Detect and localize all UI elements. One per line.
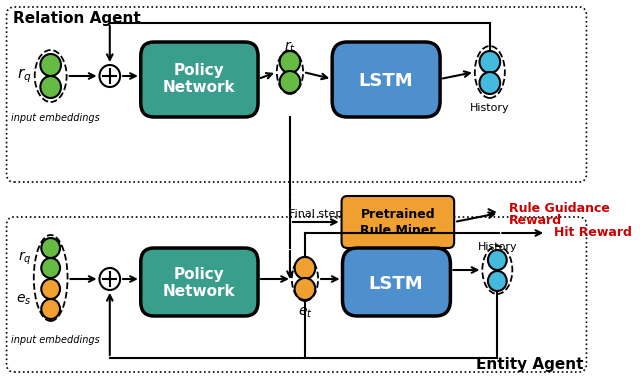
Circle shape — [42, 299, 60, 319]
FancyBboxPatch shape — [332, 42, 440, 117]
Circle shape — [42, 258, 60, 278]
Circle shape — [479, 72, 500, 94]
Text: Hit Reward: Hit Reward — [554, 226, 632, 240]
Circle shape — [294, 278, 316, 300]
Text: Pretrained: Pretrained — [360, 208, 435, 221]
Text: Rule Miner: Rule Miner — [360, 224, 436, 237]
Circle shape — [40, 54, 61, 76]
Text: $r_t$: $r_t$ — [284, 39, 296, 55]
Text: Network: Network — [163, 283, 236, 298]
Text: Relation Agent: Relation Agent — [13, 11, 141, 27]
Circle shape — [488, 271, 507, 291]
Circle shape — [488, 250, 507, 270]
Text: Final step: Final step — [289, 209, 342, 219]
FancyBboxPatch shape — [141, 248, 258, 316]
Text: $r_q$: $r_q$ — [17, 67, 32, 85]
Circle shape — [99, 65, 120, 87]
Text: $e_s$: $e_s$ — [17, 293, 32, 307]
Circle shape — [280, 71, 300, 93]
Text: input embeddings: input embeddings — [11, 335, 100, 345]
Text: LSTM: LSTM — [358, 72, 413, 90]
Text: $e_t$: $e_t$ — [298, 306, 312, 320]
Text: History: History — [477, 242, 517, 252]
Text: History: History — [470, 103, 509, 113]
Text: Network: Network — [163, 81, 236, 95]
Text: Reward: Reward — [509, 215, 562, 228]
Text: Policy: Policy — [173, 267, 224, 283]
Circle shape — [42, 238, 60, 258]
Text: $r_q$: $r_q$ — [19, 249, 32, 267]
Circle shape — [479, 51, 500, 73]
Text: Policy: Policy — [173, 63, 224, 79]
Text: input embeddings: input embeddings — [11, 113, 100, 123]
Text: LSTM: LSTM — [369, 275, 423, 293]
Circle shape — [294, 257, 316, 279]
Circle shape — [99, 268, 120, 290]
Text: Entity Agent: Entity Agent — [476, 357, 584, 371]
FancyBboxPatch shape — [141, 42, 258, 117]
FancyBboxPatch shape — [342, 248, 451, 316]
Text: Rule Guidance: Rule Guidance — [509, 201, 609, 215]
FancyBboxPatch shape — [342, 196, 454, 248]
Circle shape — [40, 76, 61, 98]
Circle shape — [42, 279, 60, 299]
Circle shape — [280, 51, 300, 73]
